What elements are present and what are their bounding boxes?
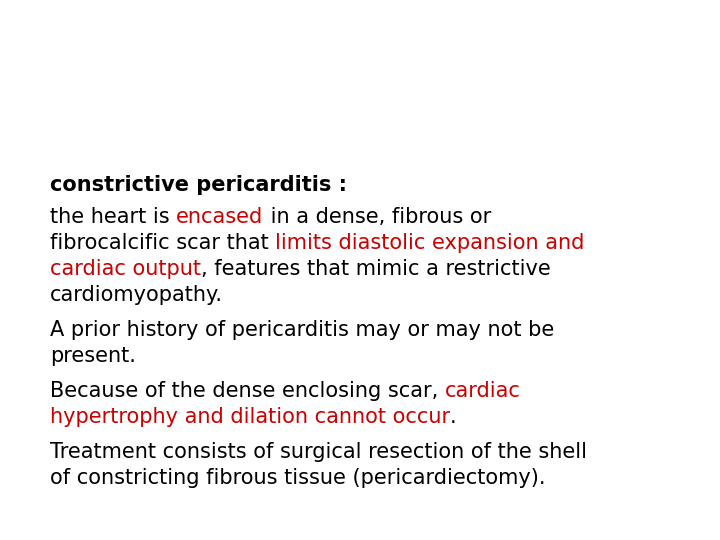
- Text: Because of the dense enclosing scar,: Because of the dense enclosing scar,: [50, 381, 445, 401]
- Text: , features that mimic a restrictive: , features that mimic a restrictive: [201, 259, 551, 279]
- Text: .: .: [450, 407, 456, 427]
- Text: constrictive pericarditis :: constrictive pericarditis :: [50, 175, 347, 195]
- Text: fibrocalcific scar that: fibrocalcific scar that: [50, 233, 275, 253]
- Text: cardiomyopathy.: cardiomyopathy.: [50, 285, 223, 305]
- Text: Treatment consists of surgical resection of the shell: Treatment consists of surgical resection…: [50, 442, 587, 462]
- Text: limits diastolic expansion and: limits diastolic expansion and: [275, 233, 585, 253]
- Text: hypertrophy and dilation cannot occur: hypertrophy and dilation cannot occur: [50, 407, 450, 427]
- Text: cardiac: cardiac: [445, 381, 521, 401]
- Text: encased: encased: [176, 207, 264, 227]
- Text: the heart is: the heart is: [50, 207, 176, 227]
- Text: in a dense, fibrous or: in a dense, fibrous or: [264, 207, 491, 227]
- Text: cardiac output: cardiac output: [50, 259, 201, 279]
- Text: of constricting fibrous tissue (pericardiectomy).: of constricting fibrous tissue (pericard…: [50, 468, 546, 488]
- Text: present.: present.: [50, 346, 136, 366]
- Text: A prior history of pericarditis may or may not be: A prior history of pericarditis may or m…: [50, 320, 554, 340]
